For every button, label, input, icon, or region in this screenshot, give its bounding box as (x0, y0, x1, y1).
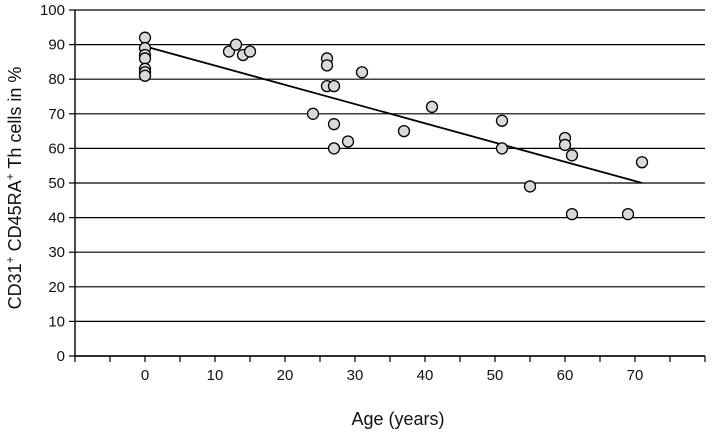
axes (69, 9, 706, 362)
trendline (144, 45, 643, 184)
y-tick-label: 100 (40, 2, 65, 19)
data-point (327, 79, 341, 93)
gridlines (75, 9, 705, 357)
data-point (320, 59, 334, 72)
x-tick-label: 20 (277, 367, 294, 384)
x-tick-label: 30 (347, 367, 364, 384)
y-tick-label: 20 (48, 279, 65, 296)
data-point (327, 118, 341, 131)
x-tick-label: 60 (557, 367, 574, 384)
x-tick-label: 10 (207, 367, 224, 384)
data-point (327, 142, 341, 155)
y-tick-label: 40 (48, 210, 65, 227)
data-point (523, 180, 537, 193)
data-point (495, 142, 509, 155)
x-tick-label: 50 (487, 367, 504, 384)
data-point (558, 138, 572, 152)
tick-labels: 0 10 20 30 40 50 60 70 80 90 100 0 10 20 30 40 50 60 70 (40, 2, 643, 384)
data-point (397, 124, 411, 138)
x-tick-label: 40 (417, 367, 434, 384)
y-tick-label: 90 (48, 37, 65, 54)
data-point (306, 107, 320, 120)
trendline-layer (144, 45, 643, 184)
y-tick-label: 0 (57, 348, 65, 365)
data-point (138, 52, 152, 65)
data-point (229, 38, 243, 51)
data-point (635, 156, 649, 169)
y-tick-label: 80 (48, 71, 65, 88)
data-point (138, 31, 152, 44)
y-tick-label: 50 (48, 175, 65, 192)
data-point (243, 45, 257, 58)
data-point (425, 100, 439, 114)
data-points (138, 31, 649, 221)
y-axis-title: CD31+ CD45RA+ Th cells in % (3, 67, 25, 310)
data-point (565, 149, 579, 162)
data-point (355, 66, 369, 79)
data-point (565, 207, 579, 221)
x-tick-label: 70 (627, 367, 644, 384)
data-point (495, 114, 509, 127)
y-tick-label: 30 (48, 244, 65, 261)
y-tick-label: 10 (48, 313, 65, 330)
data-point (621, 207, 635, 221)
x-tick-label: 0 (141, 367, 149, 384)
data-point (341, 135, 355, 148)
y-tick-label: 70 (48, 106, 65, 123)
y-tick-label: 60 (48, 140, 65, 157)
x-axis-title: Age (years) (351, 409, 444, 429)
data-point (138, 69, 152, 82)
